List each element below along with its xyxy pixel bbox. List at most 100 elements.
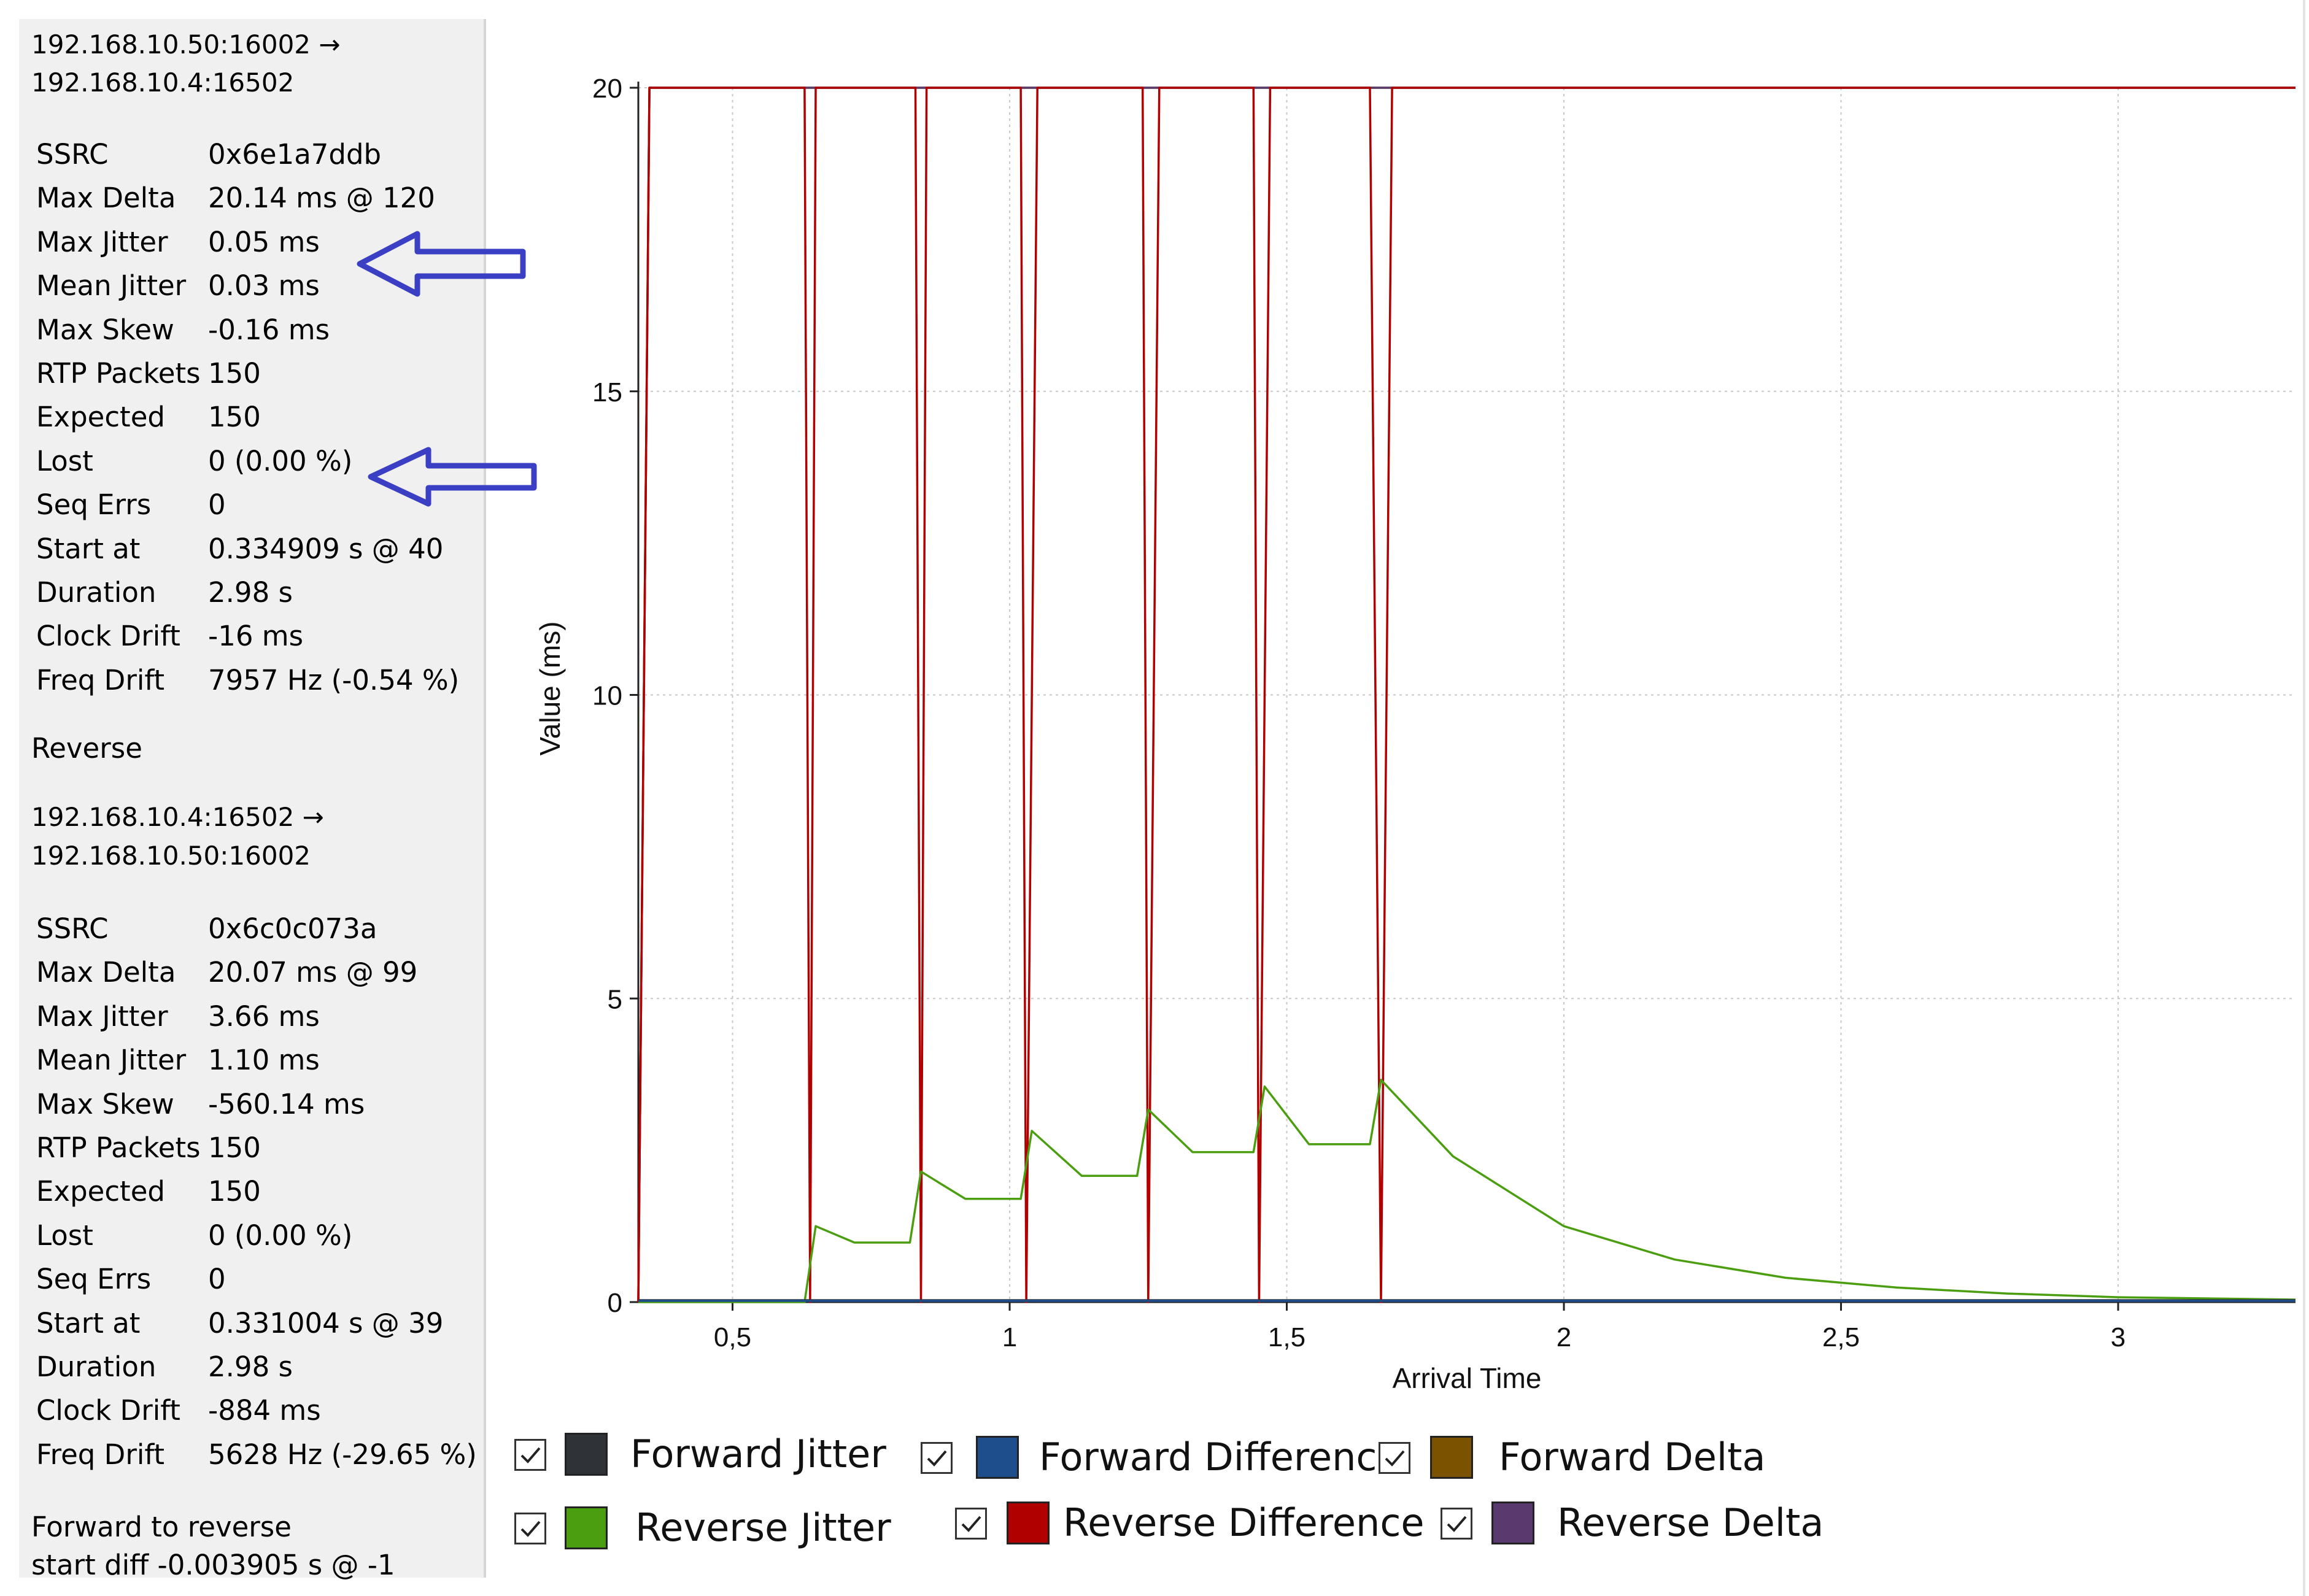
stat-value: 0.05 ms xyxy=(208,225,320,258)
stat-label: Clock Drift xyxy=(36,1394,180,1427)
stat-value: 150 xyxy=(208,1175,261,1208)
legend-color-swatch xyxy=(976,1436,1019,1479)
checkmark-icon xyxy=(927,1450,947,1467)
stat-label: Clock Drift xyxy=(36,620,180,653)
legend-color-swatch xyxy=(1007,1502,1050,1544)
stat-label: Max Skew xyxy=(36,313,174,346)
x-tick-label: 1 xyxy=(1002,1322,1017,1352)
y-tick-label: 15 xyxy=(592,377,622,407)
stream-stats-panel: 192.168.10.50:16002 → 192.168.10.4:16502… xyxy=(19,19,486,1581)
stat-value: 5628 Hz (-29.65 %) xyxy=(208,1438,477,1471)
stat-label: Expected xyxy=(36,401,165,434)
legend-checkbox[interactable] xyxy=(1379,1442,1410,1474)
legend-color-swatch xyxy=(1430,1436,1473,1479)
x-tick-label: 1,5 xyxy=(1268,1322,1305,1352)
reverse-heading: Reverse xyxy=(31,732,142,765)
stat-label: SSRC xyxy=(36,912,109,945)
forward-header-line1: 192.168.10.50:16002 → xyxy=(31,29,341,60)
chart-series xyxy=(637,87,2296,1303)
stat-value: 0.03 ms xyxy=(208,269,320,303)
legend-color-swatch xyxy=(565,1433,608,1476)
stat-value: -560.14 ms xyxy=(208,1087,365,1120)
stat-value: 0 xyxy=(208,1263,226,1296)
stat-label: Freq Drift xyxy=(36,663,165,696)
stat-value: 1.10 ms xyxy=(208,1044,320,1077)
stat-label: RTP Packets xyxy=(36,1131,201,1164)
checkmark-icon xyxy=(520,1521,541,1537)
stat-label: Max Delta xyxy=(36,956,176,989)
stat-value: 150 xyxy=(208,401,261,434)
stat-label: Max Skew xyxy=(36,1087,174,1120)
stat-value: 2.98 s xyxy=(208,576,293,609)
legend-checkbox[interactable] xyxy=(514,1513,546,1544)
legend-checkbox[interactable] xyxy=(921,1442,953,1474)
legend-color-swatch xyxy=(1491,1502,1534,1544)
stat-value: 20.14 ms @ 120 xyxy=(208,182,435,215)
legend-label: Reverse Delta xyxy=(1557,1500,1824,1545)
x-axis-label: Arrival Time xyxy=(1393,1362,1542,1394)
stat-label: Expected xyxy=(36,1175,165,1208)
y-tick-label: 10 xyxy=(592,681,622,711)
stat-label: Lost xyxy=(36,444,93,477)
legend-checkbox[interactable] xyxy=(955,1508,987,1540)
x-tick-label: 2,5 xyxy=(1822,1322,1860,1352)
legend-checkbox[interactable] xyxy=(514,1439,546,1471)
checkmark-icon xyxy=(961,1516,981,1532)
legend-color-swatch xyxy=(565,1506,608,1549)
annotation-arrow-icon xyxy=(368,447,537,507)
stat-value: 0.331004 s @ 39 xyxy=(208,1306,444,1340)
stat-label: Seq Errs xyxy=(36,1263,152,1296)
reverse-header-line1: 192.168.10.4:16502 → xyxy=(31,802,324,832)
legend-label: Forward Jitter xyxy=(630,1432,886,1476)
stat-label: Duration xyxy=(36,576,157,609)
legend-label: Forward Delta xyxy=(1499,1435,1766,1479)
x-tick-label: 0,5 xyxy=(714,1322,751,1352)
rtp-stream-chart[interactable]: 0,5 1 1,5 2 2,5 3 0 5 10 15 20 Arrival Time Value … xyxy=(0,0,2309,1436)
stat-value: 20.07 ms @ 99 xyxy=(208,956,418,989)
reverse-header-line2: 192.168.10.50:16002 xyxy=(31,841,311,871)
stat-value: 0 (0.00 %) xyxy=(208,1219,353,1252)
stat-label: Lost xyxy=(36,1219,93,1252)
legend-label: Forward Difference xyxy=(1039,1435,1401,1479)
stat-value: 0x6c0c073a xyxy=(208,912,377,945)
stat-value: -0.16 ms xyxy=(208,313,330,346)
stat-value: -884 ms xyxy=(208,1394,321,1427)
annotation-arrow-icon xyxy=(357,231,526,297)
y-tick-label: 0 xyxy=(608,1288,622,1318)
stat-label: Duration xyxy=(36,1351,157,1383)
stat-label: SSRC xyxy=(36,138,109,171)
stat-value: 0 xyxy=(208,488,226,522)
y-tick-label: 5 xyxy=(608,984,622,1014)
chart-grid xyxy=(638,87,2295,1302)
y-axis-label: Value (ms) xyxy=(534,622,566,756)
chart-axes: 0,5 1 1,5 2 2,5 3 0 5 10 15 20 xyxy=(592,74,2295,1352)
forward-header-line2: 192.168.10.4:16502 xyxy=(31,67,295,98)
stat-label: Freq Drift xyxy=(36,1438,165,1471)
x-tick-label: 3 xyxy=(2111,1322,2125,1352)
legend-checkbox[interactable] xyxy=(1441,1508,1472,1540)
stat-label: Start at xyxy=(36,1306,141,1340)
stat-value: 0 (0.00 %) xyxy=(208,444,353,477)
stat-label: Max Jitter xyxy=(36,225,168,258)
x-tick-label: 2 xyxy=(1557,1322,1571,1352)
stat-value: 7957 Hz (-0.54 %) xyxy=(208,663,460,696)
stat-label: RTP Packets xyxy=(36,357,201,390)
stat-label: Mean Jitter xyxy=(36,1044,187,1077)
reverse-jitter-line xyxy=(638,1079,2296,1303)
y-tick-label: 20 xyxy=(592,74,622,104)
legend-label: Reverse Difference xyxy=(1063,1500,1425,1545)
stat-value: 2.98 s xyxy=(208,1351,293,1383)
legend-label: Reverse Jitter xyxy=(635,1505,891,1550)
stat-value: 150 xyxy=(208,357,261,390)
stat-label: Max Delta xyxy=(36,182,176,215)
checkmark-icon xyxy=(1447,1516,1467,1532)
reverse-difference-line xyxy=(637,87,2295,1303)
footer-line2: start diff -0.003905 s @ -1 xyxy=(31,1549,395,1581)
stat-value: 0.334909 s @ 40 xyxy=(208,532,444,565)
stat-value: -16 ms xyxy=(208,620,304,653)
stat-value: 0x6e1a7ddb xyxy=(208,138,382,171)
checkmark-icon xyxy=(520,1447,541,1463)
checkmark-icon xyxy=(1385,1450,1405,1467)
window-edge xyxy=(2303,0,2305,1596)
footer-line1: Forward to reverse xyxy=(31,1511,292,1543)
